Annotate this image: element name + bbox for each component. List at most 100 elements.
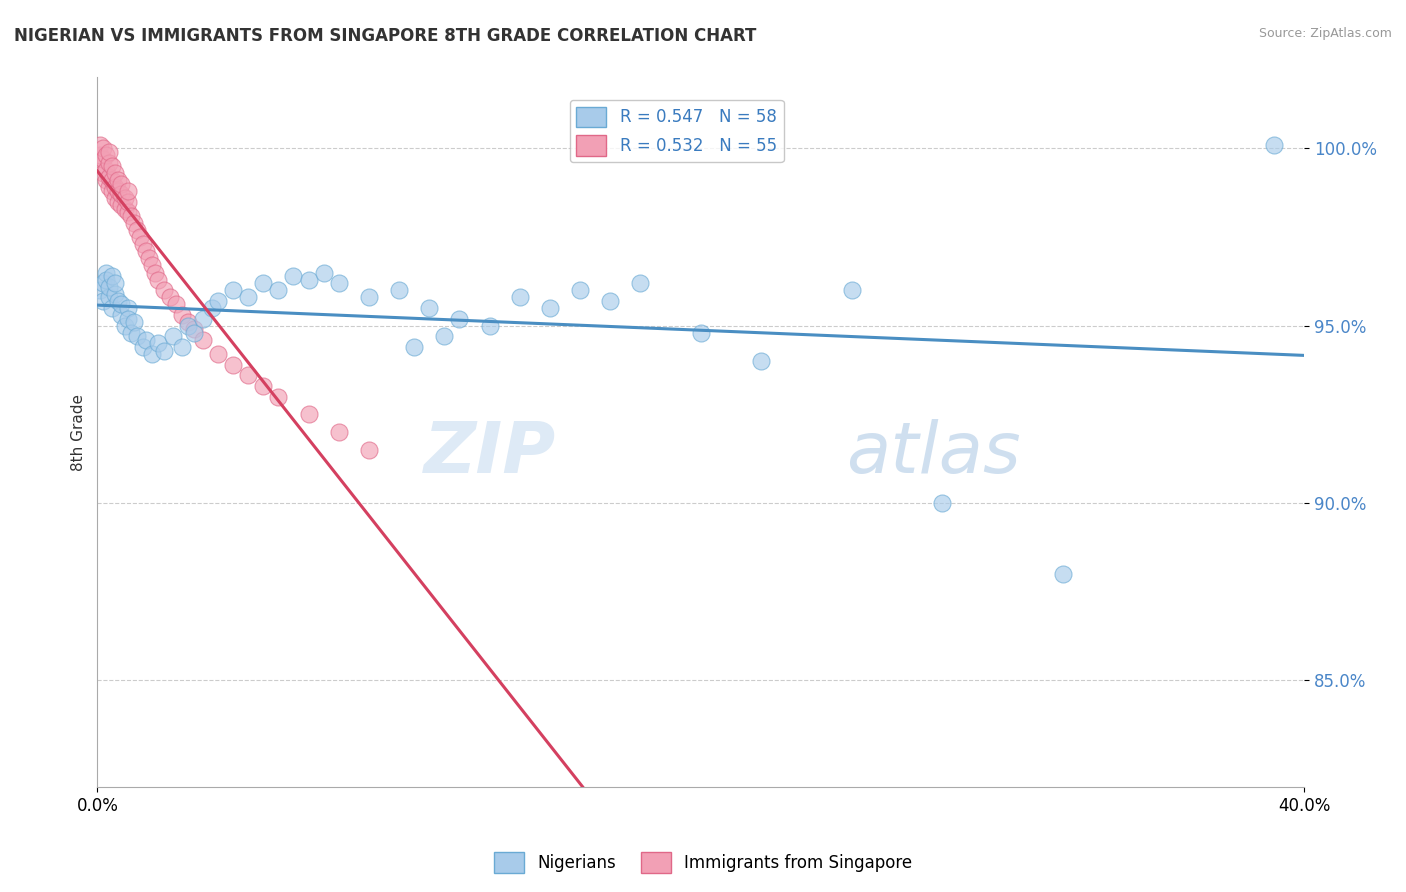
Point <box>96 173 118 187</box>
Point <box>98 145 121 159</box>
Point <box>117 301 139 315</box>
Point <box>569 283 592 297</box>
Point <box>125 223 148 237</box>
Point <box>98 279 121 293</box>
Point <box>357 442 380 457</box>
Point <box>122 315 145 329</box>
Point <box>689 326 711 340</box>
Point <box>630 276 652 290</box>
Point <box>114 318 136 333</box>
Point <box>141 259 163 273</box>
Point <box>152 343 174 358</box>
Point <box>117 184 139 198</box>
Point <box>238 290 260 304</box>
Point <box>110 198 132 212</box>
Point <box>114 202 136 216</box>
Point <box>312 266 335 280</box>
Point <box>93 293 115 308</box>
Point <box>207 347 229 361</box>
Point <box>89 148 111 162</box>
Point <box>110 297 132 311</box>
Point <box>101 268 124 283</box>
Point <box>135 244 157 259</box>
Legend: R = 0.547   N = 58, R = 0.532   N = 55: R = 0.547 N = 58, R = 0.532 N = 55 <box>569 100 783 162</box>
Point <box>159 290 181 304</box>
Point <box>162 329 184 343</box>
Point <box>357 290 380 304</box>
Point <box>267 390 290 404</box>
Point <box>96 162 118 177</box>
Point <box>252 276 274 290</box>
Point <box>117 194 139 209</box>
Point <box>841 283 863 297</box>
Point <box>297 408 319 422</box>
Point <box>96 148 118 162</box>
Point <box>131 237 153 252</box>
Point <box>135 333 157 347</box>
Point <box>165 297 187 311</box>
Point <box>207 293 229 308</box>
Point <box>104 276 127 290</box>
Point <box>107 184 129 198</box>
Point <box>89 283 111 297</box>
Legend: Nigerians, Immigrants from Singapore: Nigerians, Immigrants from Singapore <box>486 846 920 880</box>
Point <box>89 137 111 152</box>
Point <box>433 329 456 343</box>
Point <box>599 293 621 308</box>
Point <box>170 340 193 354</box>
Point <box>122 216 145 230</box>
Point <box>931 496 953 510</box>
Point <box>183 322 205 336</box>
Point <box>404 340 426 354</box>
Point <box>107 194 129 209</box>
Point <box>418 301 440 315</box>
Y-axis label: 8th Grade: 8th Grade <box>72 393 86 471</box>
Point <box>1052 567 1074 582</box>
Point <box>107 173 129 187</box>
Point <box>104 286 127 301</box>
Point <box>177 315 200 329</box>
Point <box>222 358 245 372</box>
Point <box>104 166 127 180</box>
Text: ZIP: ZIP <box>423 419 555 488</box>
Point <box>110 177 132 191</box>
Point <box>222 283 245 297</box>
Point <box>120 326 142 340</box>
Point <box>101 184 124 198</box>
Point <box>96 266 118 280</box>
Point <box>509 290 531 304</box>
Point <box>110 308 132 322</box>
Text: NIGERIAN VS IMMIGRANTS FROM SINGAPORE 8TH GRADE CORRELATION CHART: NIGERIAN VS IMMIGRANTS FROM SINGAPORE 8T… <box>14 27 756 45</box>
Point <box>104 180 127 194</box>
Point <box>114 191 136 205</box>
Point <box>146 336 169 351</box>
Point <box>98 155 121 169</box>
Point <box>201 301 224 315</box>
Point <box>297 272 319 286</box>
Point <box>267 283 290 297</box>
Point <box>143 266 166 280</box>
Point <box>125 329 148 343</box>
Point <box>138 252 160 266</box>
Point <box>252 379 274 393</box>
Point <box>328 276 350 290</box>
Point <box>141 347 163 361</box>
Text: atlas: atlas <box>845 419 1021 488</box>
Point <box>96 272 118 286</box>
Point <box>101 301 124 315</box>
Point <box>191 311 214 326</box>
Point <box>170 308 193 322</box>
Point <box>749 354 772 368</box>
Point <box>110 187 132 202</box>
Point <box>98 169 121 184</box>
Point <box>104 191 127 205</box>
Point <box>93 141 115 155</box>
Point <box>117 311 139 326</box>
Point <box>98 180 121 194</box>
Point <box>128 230 150 244</box>
Point <box>328 425 350 439</box>
Point <box>388 283 411 297</box>
Point <box>93 276 115 290</box>
Point <box>538 301 561 315</box>
Point <box>283 268 305 283</box>
